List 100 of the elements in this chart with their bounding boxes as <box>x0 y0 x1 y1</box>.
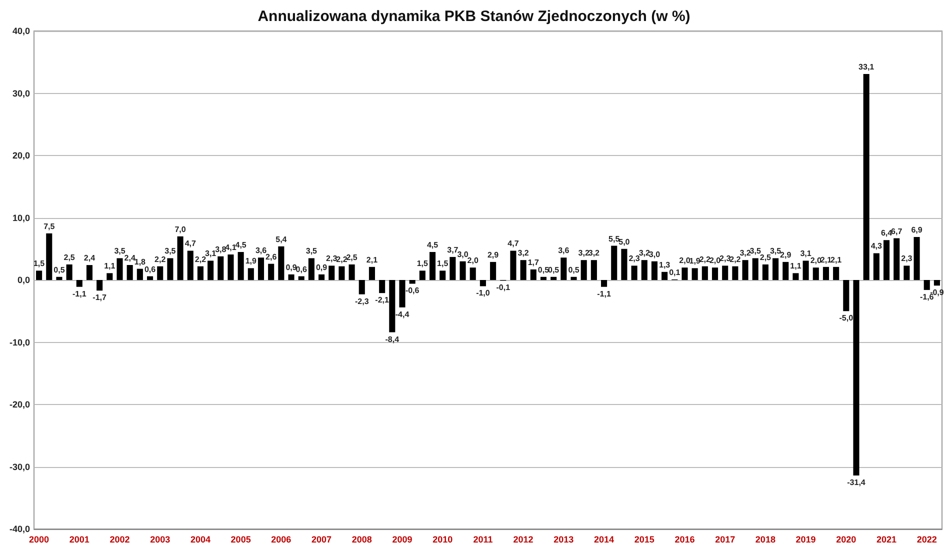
bar <box>530 269 536 280</box>
bar <box>752 258 758 280</box>
bar <box>712 268 718 280</box>
bar <box>772 258 779 280</box>
data-label: 0,6 <box>144 264 156 274</box>
x-tick-label: 2017 <box>715 534 736 544</box>
bar <box>631 266 638 280</box>
data-label: 2,4 <box>84 254 96 263</box>
x-tick-label: 2009 <box>392 534 412 544</box>
data-label: -1,1 <box>597 289 612 298</box>
y-tick-label: -20,0 <box>9 400 30 410</box>
bar <box>308 258 314 280</box>
bar <box>621 248 628 280</box>
data-label: -1,0 <box>476 288 490 298</box>
bar <box>389 280 396 332</box>
bar <box>379 280 386 294</box>
bar <box>96 280 103 291</box>
data-label: 3,7 <box>447 245 459 254</box>
bar <box>248 268 254 280</box>
bar <box>812 268 819 280</box>
x-tick-label: 2005 <box>230 534 251 544</box>
x-tick-label: 2014 <box>594 534 614 544</box>
data-label: 0,5 <box>548 265 560 274</box>
bar <box>228 254 234 280</box>
data-label: 2,2 <box>336 254 348 264</box>
bar <box>36 270 42 280</box>
bar <box>570 276 577 280</box>
data-label: -1,1 <box>72 289 87 298</box>
bar <box>409 280 416 284</box>
bar <box>208 260 214 280</box>
bar <box>76 280 82 287</box>
x-tick-label: 2018 <box>755 534 776 544</box>
bar <box>802 260 809 280</box>
x-tick-label: 2016 <box>674 534 695 544</box>
y-tick-label: -10,0 <box>9 337 30 348</box>
data-label: 0,5 <box>568 265 580 274</box>
data-label: 3,6 <box>558 246 570 256</box>
bar <box>550 276 557 280</box>
bar <box>86 265 93 280</box>
bar <box>782 262 789 280</box>
bar <box>419 270 426 280</box>
bar <box>126 265 133 280</box>
data-label: -5,0 <box>839 314 854 323</box>
data-label: 0,5 <box>54 265 66 274</box>
x-tick-label: 2007 <box>312 534 332 544</box>
data-label: 1,7 <box>528 258 540 267</box>
bar <box>56 276 62 280</box>
bar <box>157 266 164 280</box>
y-tick-label: -40,0 <box>9 524 30 534</box>
bar <box>399 280 406 308</box>
data-label: 3,0 <box>648 250 661 259</box>
x-tick-label: 2019 <box>796 534 816 544</box>
bar <box>288 274 294 280</box>
data-label: 2,0 <box>679 256 691 266</box>
data-label: 1,5 <box>416 259 429 268</box>
x-tick-label: 2015 <box>634 534 654 544</box>
x-tick-label: 2020 <box>836 534 856 544</box>
data-label: 5,4 <box>276 234 288 244</box>
x-tick-label: 2001 <box>69 534 90 544</box>
bar <box>843 280 850 312</box>
data-label: -1,7 <box>92 293 108 302</box>
data-label: 2,3 <box>628 254 640 264</box>
bar <box>268 264 274 280</box>
bar <box>863 74 870 280</box>
data-label: 3,5 <box>750 246 762 256</box>
data-label: -4,4 <box>395 310 410 319</box>
x-tick-label: 2008 <box>352 534 372 544</box>
data-label: 0,1 <box>669 268 681 277</box>
bar <box>792 273 799 280</box>
bar <box>106 273 113 280</box>
bar <box>318 274 325 280</box>
bar <box>924 280 930 290</box>
data-label: 3,2 <box>740 248 752 258</box>
bar <box>46 233 52 280</box>
bar <box>136 268 143 280</box>
x-tick-label: 2010 <box>432 534 453 544</box>
bar <box>883 240 890 280</box>
data-label: 3,2 <box>588 248 600 258</box>
data-label: 3,5 <box>114 246 126 256</box>
x-tick-label: 2002 <box>110 534 130 544</box>
bar <box>348 264 355 280</box>
data-label: 0,6 <box>296 264 308 274</box>
data-label: -0,6 <box>405 286 420 296</box>
bar <box>934 280 940 286</box>
data-label: 4,5 <box>235 240 247 250</box>
bar <box>682 268 688 280</box>
y-tick-label: 40,0 <box>12 26 30 36</box>
x-tick-label: 2013 <box>554 534 574 544</box>
data-label: 1,9 <box>689 256 701 266</box>
data-label: 3,2 <box>638 248 650 258</box>
data-label: 0,9 <box>286 262 298 272</box>
bar <box>914 237 920 280</box>
bar <box>490 262 496 280</box>
data-label: 2,2 <box>194 254 207 264</box>
y-tick-label: 10,0 <box>12 212 30 223</box>
x-tick-label: 2004 <box>190 534 210 544</box>
data-label: 2,5 <box>64 252 76 262</box>
data-label: 3,1 <box>800 249 812 258</box>
data-label: 2,0 <box>467 256 479 266</box>
bar <box>722 266 728 280</box>
